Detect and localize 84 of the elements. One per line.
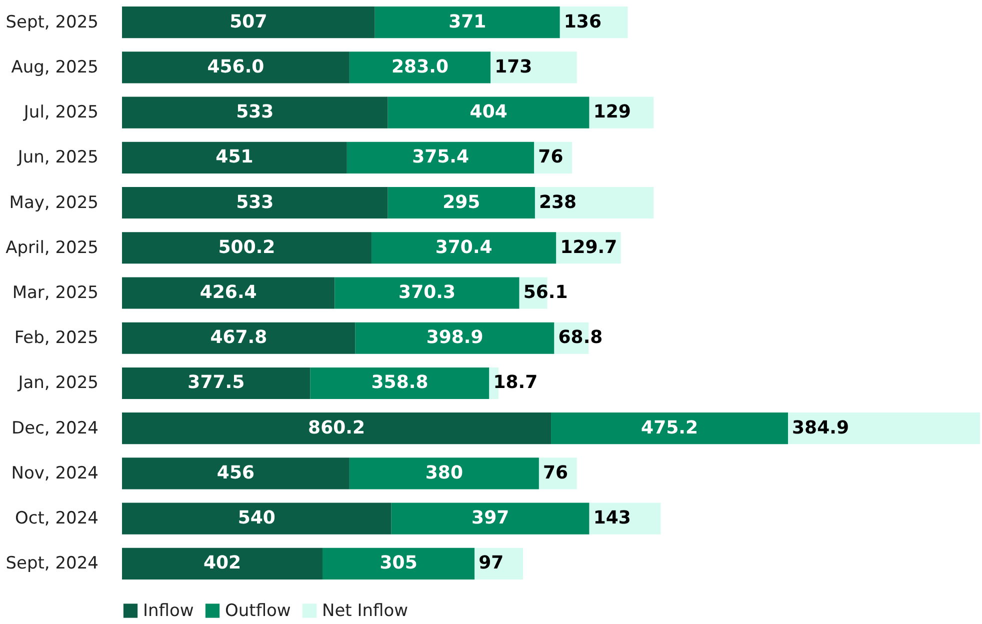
data-label: 295: [442, 192, 480, 213]
data-label: 18.7: [493, 372, 538, 394]
data-label: 533: [236, 192, 274, 213]
data-label: 129: [593, 102, 631, 123]
data-label: 384.9: [792, 417, 849, 438]
data-label: 136: [564, 11, 602, 32]
y-tick-label: Sept, 2024: [6, 554, 98, 574]
bar: [371, 232, 556, 264]
data-label: 456.0: [207, 56, 264, 78]
legend-label: Inflow: [143, 600, 194, 621]
data-label: 76: [542, 462, 568, 484]
data-label: 402: [203, 552, 242, 574]
y-tick-label: Jun, 2025: [16, 148, 98, 168]
bar: [122, 52, 350, 84]
data-label: 283.0: [392, 56, 448, 78]
y-tick-label: Mar, 2025: [12, 283, 98, 303]
data-label: 305: [380, 552, 418, 574]
data-label: 358.8: [371, 372, 428, 394]
bar: [388, 186, 535, 219]
bar: [122, 412, 552, 444]
data-label: 397: [472, 508, 510, 529]
y-tick-label: Oct, 2024: [15, 508, 98, 529]
bar: [349, 458, 539, 490]
bar: [122, 232, 372, 264]
bar: [334, 277, 520, 309]
data-label: 143: [593, 508, 631, 529]
y-tick-label: Dec, 2024: [12, 418, 98, 438]
bar: [122, 6, 375, 38]
data-label: 467.8: [210, 327, 268, 348]
y-tick-label: Jul, 2025: [22, 102, 98, 123]
data-label: 860.2: [308, 417, 365, 438]
bar: [322, 548, 475, 580]
bar: [122, 458, 350, 490]
bar: [788, 412, 980, 444]
y-tick-label: Feb, 2025: [14, 328, 98, 348]
bar: [349, 52, 491, 84]
y-tick-label: Jan, 2025: [17, 373, 98, 394]
bar: [551, 412, 788, 444]
data-label: 173: [494, 56, 532, 78]
legend-label: Outflow: [225, 600, 291, 621]
bar: [374, 6, 560, 38]
bar: [122, 322, 356, 354]
bar: [490, 52, 577, 84]
data-label: 404: [470, 102, 508, 123]
y-tick-label: Nov, 2024: [11, 463, 98, 484]
legend-label: Net Inflow: [322, 600, 408, 621]
data-label: 540: [238, 508, 276, 529]
bar: [122, 186, 388, 219]
data-label: 370.3: [398, 282, 456, 303]
data-label: 370.4: [435, 236, 492, 258]
bar: [122, 367, 310, 400]
y-tick-label: May, 2025: [9, 192, 98, 213]
data-label: 398.9: [426, 327, 484, 348]
bar: [122, 96, 388, 128]
data-label: 375.4: [412, 146, 470, 168]
y-tick-label: Aug, 2025: [11, 57, 98, 78]
bar: [391, 502, 590, 534]
data-label: 533: [236, 102, 274, 123]
bar: [122, 502, 392, 534]
data-label: 426.4: [200, 282, 257, 303]
data-label: 475.2: [641, 417, 698, 438]
bar: [346, 142, 534, 174]
data-label: 456: [216, 462, 255, 484]
data-label: 68.8: [558, 327, 603, 348]
bar: [355, 322, 554, 354]
data-label: 97: [478, 552, 504, 574]
data-label: 451: [216, 146, 254, 168]
y-tick-label: April, 2025: [6, 238, 98, 258]
bar: [388, 96, 590, 128]
y-tick-label: Sept, 2025: [6, 12, 98, 32]
data-label: 76: [538, 146, 564, 168]
bar: [122, 142, 347, 174]
bar: [310, 367, 490, 400]
bar: [534, 186, 654, 219]
data-label: 507: [230, 11, 268, 32]
data-label: 371: [448, 11, 486, 32]
data-label: 500.2: [218, 236, 276, 258]
data-label: 56.1: [523, 282, 568, 303]
data-label: 238: [538, 192, 577, 213]
bar: [122, 548, 322, 580]
bar: [122, 277, 335, 309]
data-label: 380: [425, 462, 463, 484]
data-label: 129.7: [560, 236, 618, 258]
data-label: 377.5: [188, 372, 245, 394]
